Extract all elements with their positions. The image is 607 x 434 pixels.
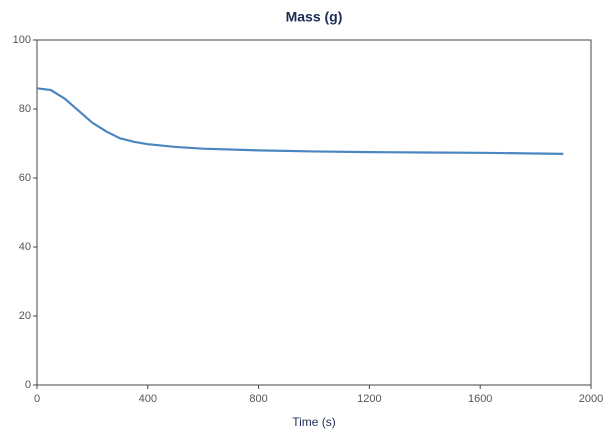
data-line [36, 87, 564, 155]
plot-frame [36, 39, 592, 386]
x-tick-label: 1600 [468, 393, 492, 405]
y-tick-label: 60 [19, 172, 31, 184]
y-tick-label: 0 [25, 379, 31, 391]
x-tick-label: 800 [249, 393, 267, 405]
y-tick-label: 80 [19, 103, 31, 115]
x-tick-label: 2000 [579, 393, 603, 405]
x-tick-label: 1200 [357, 393, 381, 405]
y-tick-label: 40 [19, 241, 31, 253]
chart-title: Mass (g) [286, 9, 343, 25]
x-tick-label: 400 [139, 393, 157, 405]
y-tick-label: 20 [19, 310, 31, 322]
y-tick-label: 100 [13, 34, 31, 46]
x-tick-label: 0 [34, 393, 40, 405]
x-axis-title: Time (s) [292, 415, 336, 429]
